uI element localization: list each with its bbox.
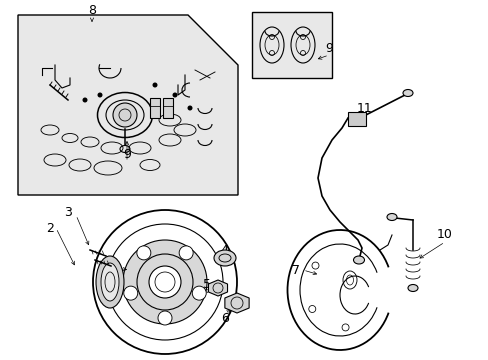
Text: 7: 7 bbox=[291, 264, 299, 276]
Circle shape bbox=[123, 240, 206, 324]
Bar bbox=[150, 98, 160, 118]
Circle shape bbox=[123, 286, 138, 300]
Circle shape bbox=[179, 246, 193, 260]
Circle shape bbox=[113, 103, 137, 127]
Bar bbox=[251, 12, 331, 78]
Ellipse shape bbox=[407, 284, 417, 292]
Polygon shape bbox=[18, 15, 238, 195]
Ellipse shape bbox=[386, 213, 396, 220]
Circle shape bbox=[192, 286, 206, 300]
Text: 9: 9 bbox=[123, 148, 131, 162]
Ellipse shape bbox=[97, 93, 152, 138]
Bar bbox=[347, 112, 365, 126]
Text: 11: 11 bbox=[356, 102, 372, 114]
Polygon shape bbox=[208, 280, 227, 296]
Ellipse shape bbox=[402, 90, 412, 96]
Bar bbox=[163, 98, 173, 118]
Ellipse shape bbox=[214, 250, 236, 266]
Circle shape bbox=[97, 93, 102, 98]
Text: 1: 1 bbox=[101, 264, 109, 276]
Text: 6: 6 bbox=[221, 311, 228, 324]
Circle shape bbox=[82, 98, 87, 103]
Text: 3: 3 bbox=[64, 207, 72, 220]
Text: 8: 8 bbox=[88, 4, 96, 17]
Circle shape bbox=[187, 105, 192, 111]
Circle shape bbox=[149, 266, 181, 298]
Text: 5: 5 bbox=[203, 279, 210, 292]
Text: 9: 9 bbox=[325, 41, 332, 54]
Text: 10: 10 bbox=[436, 229, 452, 242]
Polygon shape bbox=[224, 293, 248, 313]
Circle shape bbox=[152, 82, 157, 87]
Text: 4: 4 bbox=[220, 243, 227, 256]
Ellipse shape bbox=[353, 256, 364, 264]
Circle shape bbox=[172, 93, 177, 98]
Ellipse shape bbox=[101, 263, 119, 301]
Ellipse shape bbox=[96, 256, 124, 308]
Text: 2: 2 bbox=[46, 221, 54, 234]
Circle shape bbox=[137, 246, 150, 260]
Circle shape bbox=[158, 311, 172, 325]
